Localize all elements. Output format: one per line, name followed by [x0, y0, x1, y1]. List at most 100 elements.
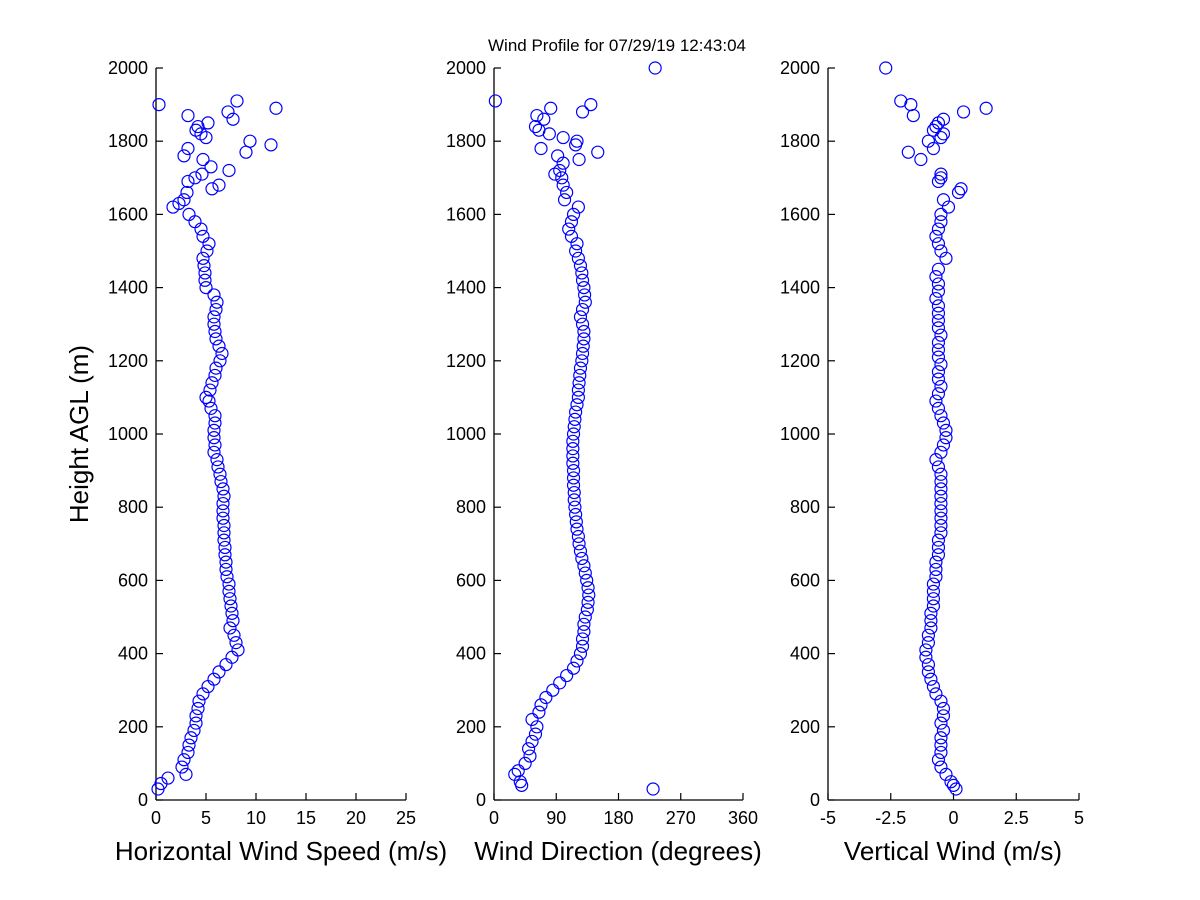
data-point	[209, 302, 223, 317]
data-point	[934, 357, 948, 372]
data-point	[931, 753, 946, 767]
data-point	[222, 577, 236, 591]
data-point	[931, 277, 946, 291]
data-point	[580, 603, 594, 617]
data-point	[934, 504, 948, 518]
data-point	[525, 712, 539, 727]
data-point	[196, 687, 210, 701]
x-tick-label: 0	[489, 808, 499, 828]
data-point	[207, 431, 221, 445]
data-point	[214, 474, 228, 489]
data-point	[221, 105, 235, 119]
data-point	[575, 551, 589, 566]
data-point	[919, 643, 933, 657]
x-axis-label-direction: Wind Direction (degrees)	[474, 836, 762, 866]
data-point	[205, 182, 219, 196]
y-tick-label: 1000	[780, 424, 820, 444]
y-tick-label: 0	[810, 790, 820, 810]
data-point	[575, 346, 590, 361]
data-point	[218, 540, 232, 555]
y-tick-label: 1400	[446, 278, 486, 298]
data-point	[210, 453, 224, 467]
data-point	[575, 273, 590, 287]
data-point	[931, 460, 946, 474]
data-point	[578, 288, 592, 302]
data-point	[577, 617, 591, 631]
data-point	[926, 592, 941, 606]
data-point	[573, 544, 588, 558]
data-point	[939, 251, 953, 265]
data-point	[575, 105, 590, 119]
data-point	[182, 738, 196, 752]
data-point	[921, 657, 936, 672]
data-point	[508, 767, 522, 781]
data-point	[212, 665, 226, 679]
data-point	[934, 731, 948, 745]
data-point	[879, 61, 893, 75]
panel-vertical: 0 200 400 600 800 1000 1200 1400 1600 1800 2000 -5 -…	[780, 58, 1084, 828]
data-point	[582, 588, 596, 602]
data-point	[564, 215, 579, 229]
data-point	[566, 434, 580, 448]
data-point	[544, 101, 558, 115]
data-point	[931, 540, 946, 555]
data-point	[201, 116, 215, 130]
data-point	[199, 281, 213, 295]
data-point	[929, 453, 943, 467]
data-point	[931, 313, 946, 328]
y-tick-label: 400	[790, 644, 820, 664]
data-point	[946, 778, 961, 792]
data-point	[207, 288, 221, 302]
data-point	[213, 354, 227, 368]
data-point	[225, 606, 239, 620]
data-point	[175, 760, 189, 774]
data-point	[181, 141, 195, 156]
data-point	[555, 171, 569, 185]
data-point	[573, 361, 588, 375]
y-tick-label: 2000	[108, 58, 148, 78]
data-point	[196, 152, 210, 167]
data-point	[189, 709, 203, 723]
data-point	[204, 401, 218, 415]
data-point	[217, 518, 231, 533]
data-point	[566, 464, 581, 478]
data-point	[926, 577, 941, 591]
data-point	[200, 244, 214, 258]
data-point	[488, 94, 502, 108]
data-point	[931, 387, 946, 401]
data-point	[926, 123, 941, 137]
data-point	[931, 222, 946, 236]
data-point	[934, 171, 948, 185]
data-point	[208, 416, 222, 430]
data-point	[548, 167, 562, 181]
y-tick-label: 1200	[108, 351, 148, 371]
data-point	[934, 167, 948, 181]
y-tick-label: 1600	[446, 204, 486, 224]
data-point	[204, 160, 218, 174]
x-tick-label: 25	[396, 808, 416, 828]
data-point	[924, 621, 938, 635]
data-point	[187, 723, 201, 738]
data-point	[934, 518, 948, 533]
data-point	[929, 570, 943, 584]
y-tick-label: 1800	[108, 131, 148, 151]
data-point	[216, 504, 230, 518]
data-point	[534, 141, 548, 156]
data-point	[575, 302, 590, 317]
data-point	[577, 332, 591, 346]
data-point	[921, 665, 936, 679]
y-tick-label: 1400	[780, 278, 820, 298]
y-tick-label: 1800	[446, 131, 486, 151]
data-point	[571, 383, 585, 397]
data-point	[546, 683, 560, 697]
data-point	[225, 650, 239, 664]
data-point	[934, 745, 948, 760]
data-point	[934, 526, 948, 540]
data-point	[192, 694, 206, 708]
data-point	[934, 474, 948, 489]
y-tick-label: 800	[456, 497, 486, 517]
data-point	[575, 317, 590, 331]
y-tick-label: 400	[118, 644, 148, 664]
data-point	[207, 423, 221, 437]
